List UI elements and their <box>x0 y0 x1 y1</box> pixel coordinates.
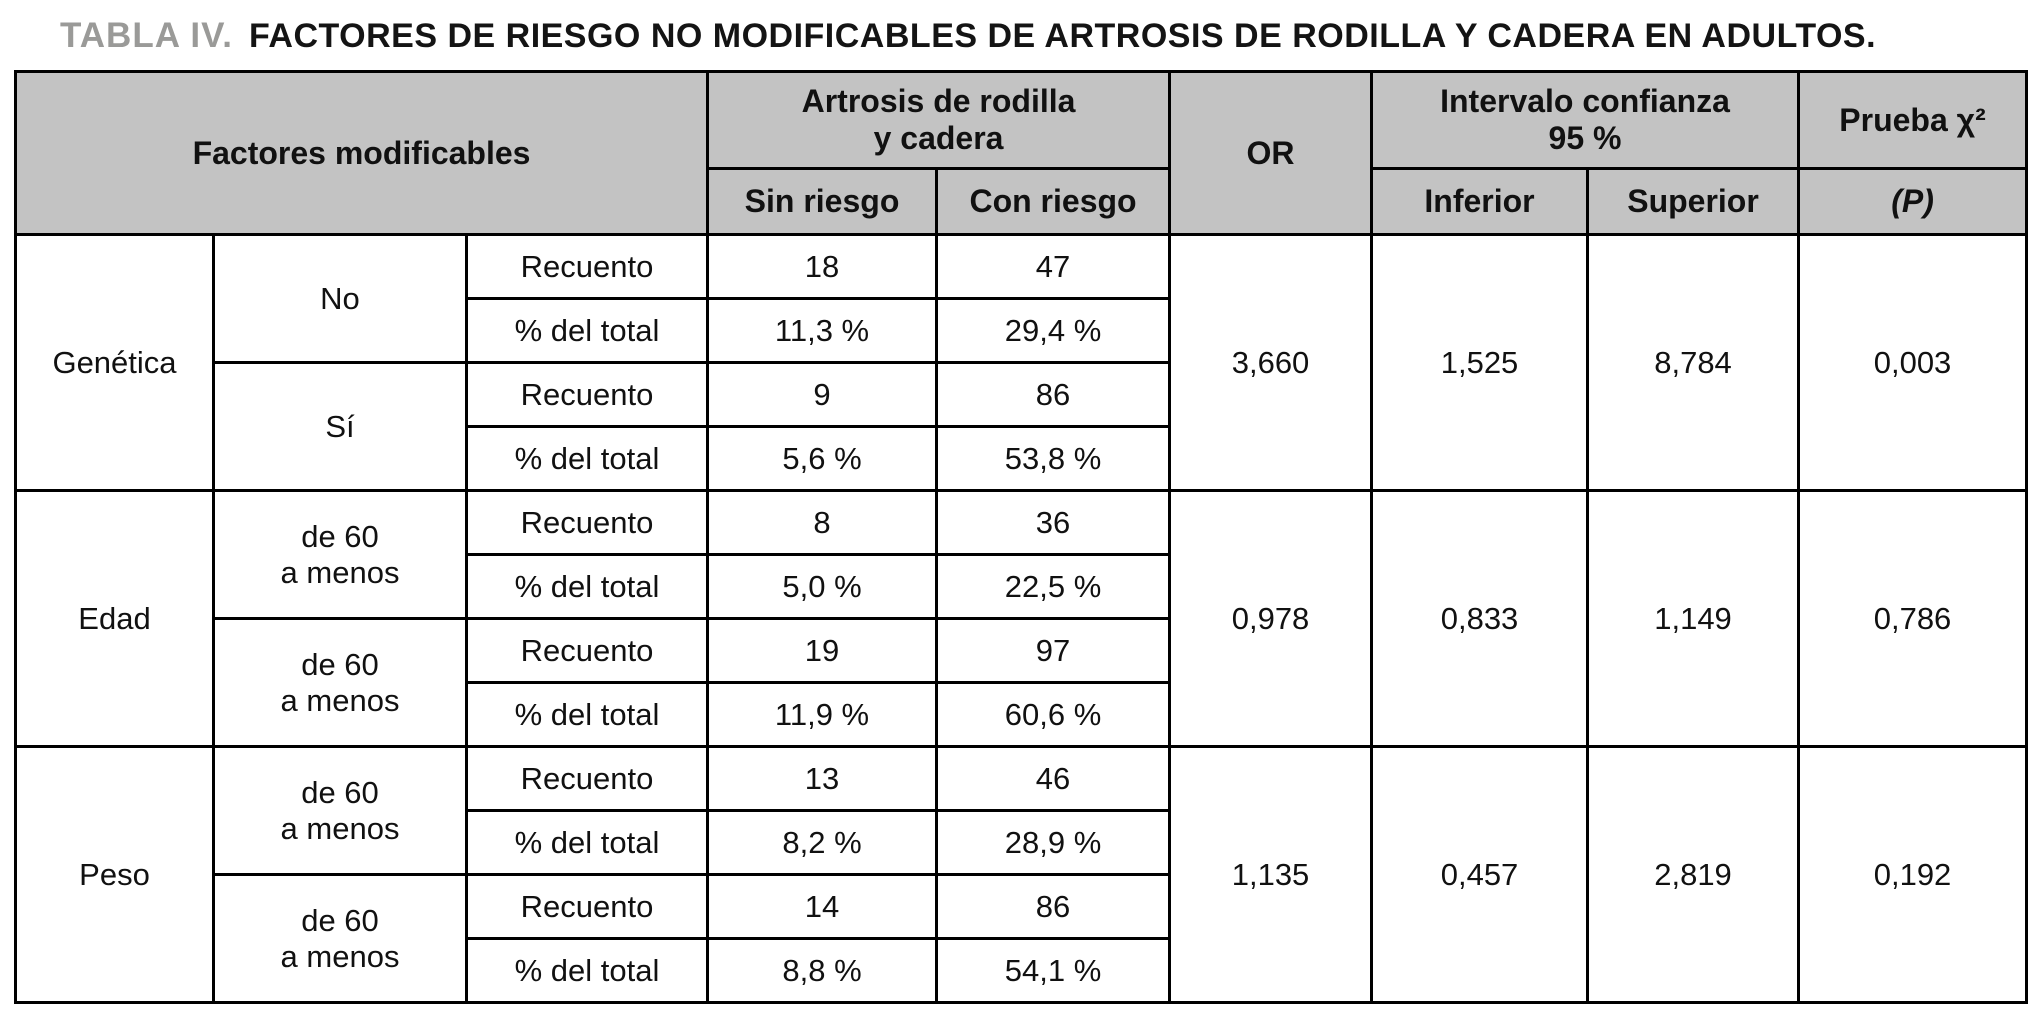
value-con-riesgo: 36 <box>935 489 1172 556</box>
table-caption: TABLA IV. FACTORES DE RIESGO NO MODIFICA… <box>14 10 2025 70</box>
level-cell: No <box>212 233 468 364</box>
header-artrosis: Artrosis de rodilla y cadera <box>706 70 1172 170</box>
value-con-riesgo: 22,5 % <box>935 553 1172 620</box>
p-cell: 0,192 <box>1797 745 2029 1004</box>
measure-cell: Recuento <box>464 489 710 556</box>
level-cell: de 60 a menos <box>212 745 468 876</box>
table-title-text: FACTORES DE RIESGO NO MODIFICABLES DE AR… <box>249 17 1877 55</box>
level-cell: de 60 a menos <box>212 617 468 748</box>
header-or: OR <box>1168 70 1374 236</box>
level-cell: de 60 a menos <box>212 489 468 620</box>
measure-cell: Recuento <box>464 745 710 812</box>
tabla-iv: Factores modificables Artrosis de rodill… <box>13 70 2029 1004</box>
table-row: % del total 8,2 % 28,9 % <box>16 809 2027 876</box>
p-cell: 0,003 <box>1797 233 2029 492</box>
inferior-cell: 0,457 <box>1370 745 1590 1004</box>
value-con-riesgo: 97 <box>935 617 1172 684</box>
value-con-riesgo: 53,8 % <box>935 425 1172 492</box>
table-row: de 60 a menos Recuento 14 86 <box>16 873 2027 1004</box>
table-row: % del total 11,9 % 60,6 % <box>16 681 2027 748</box>
value-con-riesgo: 29,4 % <box>935 297 1172 364</box>
measure-cell: Recuento <box>464 233 710 300</box>
header-sin-riesgo: Sin riesgo <box>706 167 939 236</box>
measure-cell: % del total <box>464 553 710 620</box>
or-cell: 1,135 <box>1168 745 1374 1004</box>
value-sin-riesgo: 5,0 % <box>706 553 939 620</box>
header-intervalo: Intervalo confianza 95 % <box>1370 70 1801 170</box>
measure-cell: % del total <box>464 681 710 748</box>
table-row: % del total 11,3 % 29,4 % <box>16 297 2027 364</box>
header-superior: Superior <box>1586 167 1801 236</box>
header-inferior: Inferior <box>1370 167 1590 236</box>
value-con-riesgo: 86 <box>935 873 1172 940</box>
superior-cell: 8,784 <box>1586 233 1801 492</box>
value-sin-riesgo: 13 <box>706 745 939 812</box>
superior-cell: 1,149 <box>1586 489 1801 748</box>
factor-cell: Peso <box>14 745 215 1004</box>
value-con-riesgo: 54,1 % <box>935 937 1172 1004</box>
value-sin-riesgo: 11,3 % <box>706 297 939 364</box>
value-con-riesgo: 28,9 % <box>935 809 1172 876</box>
factor-cell: Edad <box>14 489 215 748</box>
table-row: Peso de 60 a menos Recuento 13 46 1,135 … <box>14 745 2029 1004</box>
header-row-2: Sin riesgo Con riesgo Inferior Superior … <box>16 167 2029 236</box>
header-prueba-chi2: Prueba χ² <box>1797 70 2029 170</box>
measure-cell: Recuento <box>464 617 710 684</box>
table-row: % del total 5,0 % 22,5 % <box>16 553 2027 620</box>
table-row: % del total 8,8 % 54,1 % <box>16 937 2027 1004</box>
value-con-riesgo: 46 <box>935 745 1172 812</box>
level-cell: de 60 a menos <box>212 873 468 1004</box>
p-cell: 0,786 <box>1797 489 2029 748</box>
measure-cell: Recuento <box>464 873 710 940</box>
value-sin-riesgo: 8,8 % <box>706 937 939 1004</box>
or-cell: 3,660 <box>1168 233 1374 492</box>
value-sin-riesgo: 8,2 % <box>706 809 939 876</box>
value-sin-riesgo: 11,9 % <box>706 681 939 748</box>
measure-cell: % del total <box>464 937 710 1004</box>
table-row: Edad de 60 a menos Recuento 8 36 0,978 0… <box>14 489 2029 748</box>
header-row-1: Factores modificables Artrosis de rodill… <box>13 70 2029 236</box>
table-number-label: TABLA IV. <box>60 16 233 55</box>
table-row: de 60 a menos Recuento 19 97 <box>16 617 2027 748</box>
measure-cell: % del total <box>464 297 710 364</box>
measure-cell: % del total <box>464 425 710 492</box>
header-con-riesgo: Con riesgo <box>935 167 1172 236</box>
table-row: Genética No Recuento 18 47 3,660 1,525 8… <box>14 233 2029 492</box>
value-con-riesgo: 86 <box>935 361 1172 428</box>
value-sin-riesgo: 14 <box>706 873 939 940</box>
inferior-cell: 0,833 <box>1370 489 1590 748</box>
factor-cell: Genética <box>14 233 215 492</box>
value-con-riesgo: 47 <box>935 233 1172 300</box>
value-sin-riesgo: 8 <box>706 489 939 556</box>
table-row: Sí Recuento 9 86 <box>16 361 2027 492</box>
value-sin-riesgo: 18 <box>706 233 939 300</box>
header-factores: Factores modificables <box>13 70 710 236</box>
header-p: (P) <box>1797 167 2029 236</box>
value-sin-riesgo: 9 <box>706 361 939 428</box>
value-sin-riesgo: 5,6 % <box>706 425 939 492</box>
superior-cell: 2,819 <box>1586 745 1801 1004</box>
measure-cell: % del total <box>464 809 710 876</box>
measure-cell: Recuento <box>464 361 710 428</box>
or-cell: 0,978 <box>1168 489 1374 748</box>
inferior-cell: 1,525 <box>1370 233 1590 492</box>
value-con-riesgo: 60,6 % <box>935 681 1172 748</box>
table-row: % del total 5,6 % 53,8 % <box>16 425 2027 492</box>
level-cell: Sí <box>212 361 468 492</box>
value-sin-riesgo: 19 <box>706 617 939 684</box>
